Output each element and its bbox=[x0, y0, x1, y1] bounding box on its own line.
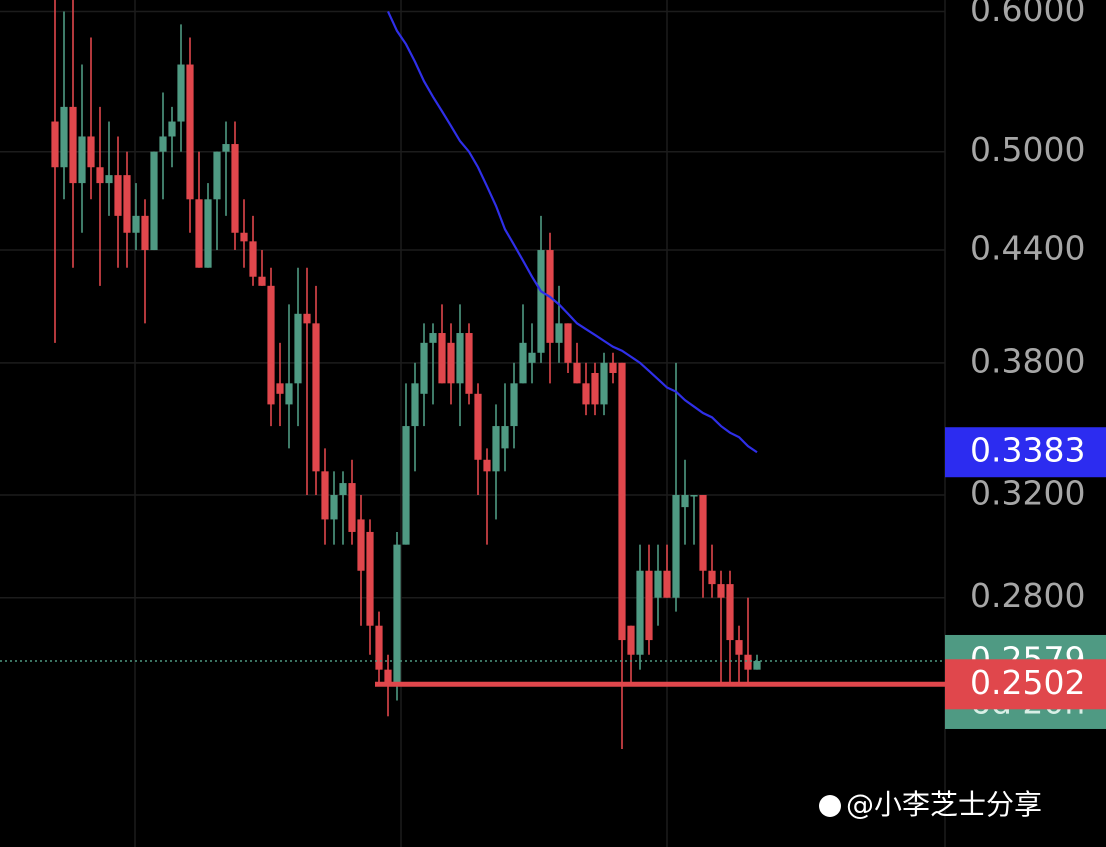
candle-body bbox=[690, 495, 698, 497]
y-tick-label: 0.3800 bbox=[970, 341, 1085, 380]
candle-body bbox=[222, 144, 230, 152]
candle-body bbox=[582, 383, 590, 405]
candle-body bbox=[744, 654, 752, 670]
candle-body bbox=[249, 241, 257, 277]
candle-body bbox=[258, 276, 266, 286]
watermark-icon bbox=[819, 795, 841, 817]
candle-body bbox=[114, 175, 122, 216]
candle-body bbox=[483, 459, 491, 472]
candle-body bbox=[195, 199, 203, 268]
candle-body bbox=[555, 323, 563, 343]
candle-body bbox=[294, 313, 302, 384]
candle-body bbox=[240, 232, 248, 242]
candle-body bbox=[267, 285, 275, 405]
candle-body bbox=[492, 426, 500, 472]
candle-body bbox=[429, 333, 437, 343]
candle-body bbox=[159, 136, 167, 152]
candle-body bbox=[411, 383, 419, 427]
candle-body bbox=[537, 250, 545, 353]
candle-body bbox=[177, 64, 185, 122]
candle-body bbox=[420, 342, 428, 394]
candle-body bbox=[501, 426, 509, 449]
candle-body bbox=[645, 570, 653, 641]
candle-body bbox=[456, 333, 464, 384]
candle-body bbox=[510, 383, 518, 427]
candle-body bbox=[672, 495, 680, 598]
candle-body bbox=[726, 584, 734, 641]
candle-body bbox=[366, 531, 374, 626]
candle-body bbox=[204, 199, 212, 268]
candle-body bbox=[564, 323, 572, 363]
candle-body bbox=[303, 313, 311, 324]
candle-body bbox=[402, 426, 410, 545]
candle-body bbox=[51, 121, 59, 168]
candle-body bbox=[339, 483, 347, 496]
candle-body bbox=[330, 495, 338, 520]
candle-body bbox=[60, 106, 68, 168]
candle-body bbox=[141, 215, 149, 251]
candle-body bbox=[609, 362, 617, 374]
candle-body bbox=[636, 570, 644, 655]
candle-body bbox=[627, 625, 635, 655]
candle-body bbox=[573, 362, 581, 384]
candle-body bbox=[168, 121, 176, 137]
candle-body bbox=[618, 362, 626, 641]
y-axis: 0.6000 0.5000 0.4400 0.3800 0.3200 0.2800 0.33… bbox=[945, 0, 1106, 729]
candle-body bbox=[105, 175, 113, 184]
candle-body bbox=[87, 136, 95, 168]
candle-body bbox=[474, 393, 482, 460]
candle-body bbox=[123, 175, 131, 233]
price-marker-label: 0.3383 bbox=[970, 431, 1085, 470]
candle-body bbox=[132, 215, 140, 233]
price-marker bbox=[945, 659, 1106, 710]
candle-body bbox=[96, 167, 104, 184]
candle-body bbox=[438, 333, 446, 384]
candle-body bbox=[681, 495, 689, 508]
candle-body bbox=[528, 352, 536, 363]
candle-body bbox=[600, 362, 608, 405]
candle-body bbox=[663, 570, 671, 598]
candle-body bbox=[375, 625, 383, 670]
price-marker bbox=[945, 427, 1106, 478]
candle-body bbox=[735, 640, 743, 655]
candle-body bbox=[348, 483, 356, 532]
y-tick-label: 0.5000 bbox=[970, 130, 1085, 169]
candle-body bbox=[231, 144, 239, 233]
watermark-group: @小李芝士分享 bbox=[819, 788, 1042, 821]
candle-body bbox=[150, 151, 158, 251]
candle-body bbox=[186, 64, 194, 200]
candle-body bbox=[717, 584, 725, 598]
candle-body bbox=[753, 660, 761, 670]
candle-body bbox=[591, 373, 599, 405]
candle-body bbox=[465, 333, 473, 394]
candle-body bbox=[447, 342, 455, 384]
candle-body bbox=[654, 570, 662, 598]
y-tick-label: 0.2800 bbox=[970, 576, 1085, 615]
candle-body bbox=[708, 570, 716, 585]
watermark: @小李芝士分享 bbox=[846, 788, 1042, 821]
candle-body bbox=[393, 544, 401, 685]
candle-body bbox=[321, 471, 329, 520]
candle-body bbox=[78, 136, 86, 184]
candle-body bbox=[276, 383, 284, 394]
candle-body bbox=[69, 106, 77, 184]
ma-line bbox=[387, 10, 758, 454]
candle-body bbox=[699, 495, 707, 571]
y-tick-label: 0.4400 bbox=[970, 229, 1085, 268]
candle-body bbox=[285, 383, 293, 405]
candle-body bbox=[213, 151, 221, 200]
y-tick-label: 0.6000 bbox=[970, 0, 1085, 29]
candle-body bbox=[312, 323, 320, 472]
candle-body bbox=[384, 669, 392, 685]
y-tick-label: 0.3200 bbox=[970, 474, 1085, 513]
plot-area bbox=[0, 0, 945, 750]
candle-body bbox=[519, 342, 527, 384]
candle-body bbox=[357, 519, 365, 571]
price-marker-label: 0.2502 bbox=[970, 663, 1085, 702]
